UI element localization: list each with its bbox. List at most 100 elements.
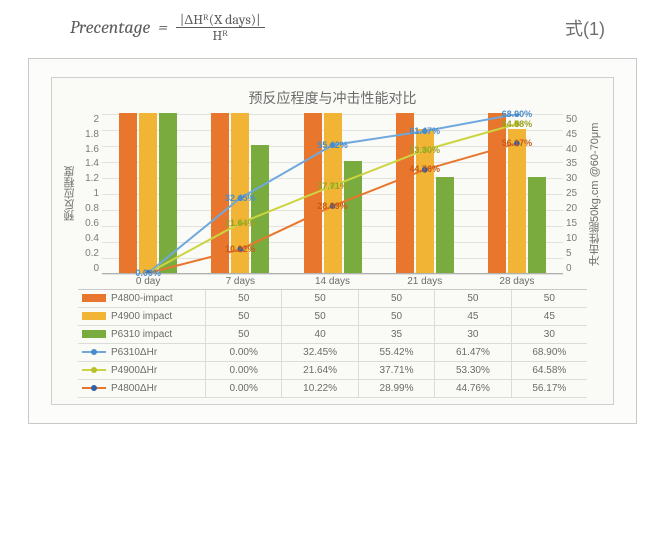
legend-text: P4900ΔHr [111, 365, 157, 376]
value-cell: 37.71% [359, 362, 435, 379]
value-cell: 10.22% [282, 380, 358, 397]
swatch-line [82, 348, 106, 356]
value-cell: 40 [282, 326, 358, 343]
table-row-P4800-impact: P4800-impact5050505050 [78, 290, 587, 308]
y-ticks-left: 2 1.8 1.6 1.4 1.2 1 0.8 0.6 0.4 0.2 0 [78, 114, 102, 274]
y-left-tick: 0.2 [81, 248, 99, 259]
value-cell: 50 [206, 308, 282, 325]
legend-text: P4900 impact [111, 311, 172, 322]
value-cell: 64.58% [512, 362, 587, 379]
y-right-tick: 25 [566, 188, 584, 199]
formula-row: Precentage = |ΔHᴿ(X days)| Hᴿ 式(1) [0, 0, 665, 52]
value-cell: 61.47% [435, 344, 511, 361]
table-row-P4900-impact: P4900 impact5050504545 [78, 308, 587, 326]
x-category: 14 days [286, 276, 378, 287]
value-cell: 35 [359, 326, 435, 343]
swatch-line [82, 384, 106, 392]
y-right-tick: 45 [566, 129, 584, 140]
x-category: 21 days [379, 276, 471, 287]
swatch-bar [82, 330, 106, 338]
line-value-label: 61.47% [409, 126, 440, 136]
data-table: P4800-impact5050505050P4900 impact505050… [78, 289, 587, 398]
value-cell: 50 [435, 290, 511, 307]
table-row-P4900ΔHr: P4900ΔHr 0.00%21.64%37.71%53.30%64.58% [78, 362, 587, 380]
x-category: 7 days [194, 276, 286, 287]
formula-fraction: |ΔHᴿ(X days)| Hᴿ [176, 12, 265, 44]
y-right-tick: 10 [566, 233, 584, 244]
y-right-tick: 0 [566, 263, 584, 274]
y-right-tick: 20 [566, 203, 584, 214]
y-left-tick: 2 [81, 114, 99, 125]
value-cell: 50 [359, 290, 435, 307]
swatch-line [82, 366, 106, 374]
line-value-label: 55.42% [317, 140, 348, 150]
x-category: 28 days [471, 276, 563, 287]
value-cell: 50 [206, 290, 282, 307]
legend-cell: P4900 impact [78, 308, 206, 325]
chart-title: 预反应程度与冲击性能对比 [62, 88, 603, 108]
y-left-tick: 1.8 [81, 129, 99, 140]
legend-text: P4800ΔHr [111, 383, 157, 394]
line-value-label: 44.76% [409, 164, 440, 174]
value-cell: 21.64% [282, 362, 358, 379]
formula-eq: = [158, 17, 168, 38]
y-right-tick: 30 [566, 173, 584, 184]
y-left-tick: 0.4 [81, 233, 99, 244]
swatch-bar [82, 312, 106, 320]
legend-cell: P4900ΔHr [78, 362, 206, 379]
table-row-P4800ΔHr: P4800ΔHr 0.00%10.22%28.99%44.76%56.17% [78, 380, 587, 398]
line-value-label: 32.45% [225, 193, 256, 203]
y-right-tick: 5 [566, 248, 584, 259]
legend-cell: P4800-impact [78, 290, 206, 307]
table-row-P6310ΔHr: P6310ΔHr0.00%32.45%55.42%61.47%68.90% [78, 344, 587, 362]
line-value-label: 68.90% [502, 109, 533, 119]
plot-area: 0.00%32.45%55.42%61.47%68.90%0.00%21.64%… [102, 114, 563, 274]
value-cell: 45 [512, 308, 587, 325]
value-cell: 30 [435, 326, 511, 343]
line-value-label: 56.17% [502, 138, 533, 148]
value-cell: 56.17% [512, 380, 587, 397]
y-right-tick: 50 [566, 114, 584, 125]
formula-label: 式(1) [565, 15, 605, 41]
value-cell: 50 [512, 290, 587, 307]
value-cell: 0.00% [206, 362, 282, 379]
y-left-tick: 0.8 [81, 203, 99, 214]
value-cell: 53.30% [435, 362, 511, 379]
swatch-bar [82, 294, 106, 302]
y-left-tick: 1.2 [81, 173, 99, 184]
line-value-label: 64.58% [502, 119, 533, 129]
value-cell: 0.00% [206, 344, 282, 361]
value-cell: 0.00% [206, 380, 282, 397]
formula-numerator: |ΔHᴿ(X days)| [176, 12, 265, 28]
y-ticks-right: 50454035302520151050 [563, 114, 587, 274]
value-cell: 30 [512, 326, 587, 343]
y-left-tick: 1.6 [81, 144, 99, 155]
chart-outer-frame: 预反应程度与冲击性能对比 预反应程度 2 1.8 1.6 1.4 1.2 1 0.8 0.6 0… [28, 58, 637, 424]
y-right-tick: 35 [566, 158, 584, 169]
value-cell: 50 [282, 290, 358, 307]
value-cell: 50 [359, 308, 435, 325]
legend-text: P6310 impact [111, 329, 172, 340]
y-axis-label-right: 冲击性能50kg.cm @60-70μm [587, 114, 603, 274]
line-value-label: 53.30% [409, 145, 440, 155]
legend-cell: P4800ΔHr [78, 380, 206, 397]
value-cell: 44.76% [435, 380, 511, 397]
data-table-wrap: P4800-impact5050505050P4900 impact505050… [62, 287, 603, 398]
plot-wrap: 预反应程度 21.81.61.41.210.80.60.40.20 0.00%3… [62, 114, 603, 274]
line-value-label: 28.99% [317, 201, 348, 211]
value-cell: 50 [282, 308, 358, 325]
value-cell: 32.45% [282, 344, 358, 361]
line-value-label: 0.00% [135, 268, 161, 278]
y-left-tick: 0 [81, 263, 99, 274]
y-left-tick: 0.6 [81, 218, 99, 229]
y-axis-label-left: 预反应程度 [62, 114, 78, 274]
formula: Precentage = |ΔHᴿ(X days)| Hᴿ [70, 12, 265, 44]
value-cell: 50 [206, 326, 282, 343]
value-cell: 28.99% [359, 380, 435, 397]
y-right-tick: 40 [566, 144, 584, 155]
y-left-tick: 1.4 [81, 158, 99, 169]
line-P6310ΔHr [148, 114, 517, 273]
line-value-label: 37.71% [317, 181, 348, 191]
y-left-tick: 1 [81, 188, 99, 199]
formula-denominator: Hᴿ [208, 28, 231, 43]
